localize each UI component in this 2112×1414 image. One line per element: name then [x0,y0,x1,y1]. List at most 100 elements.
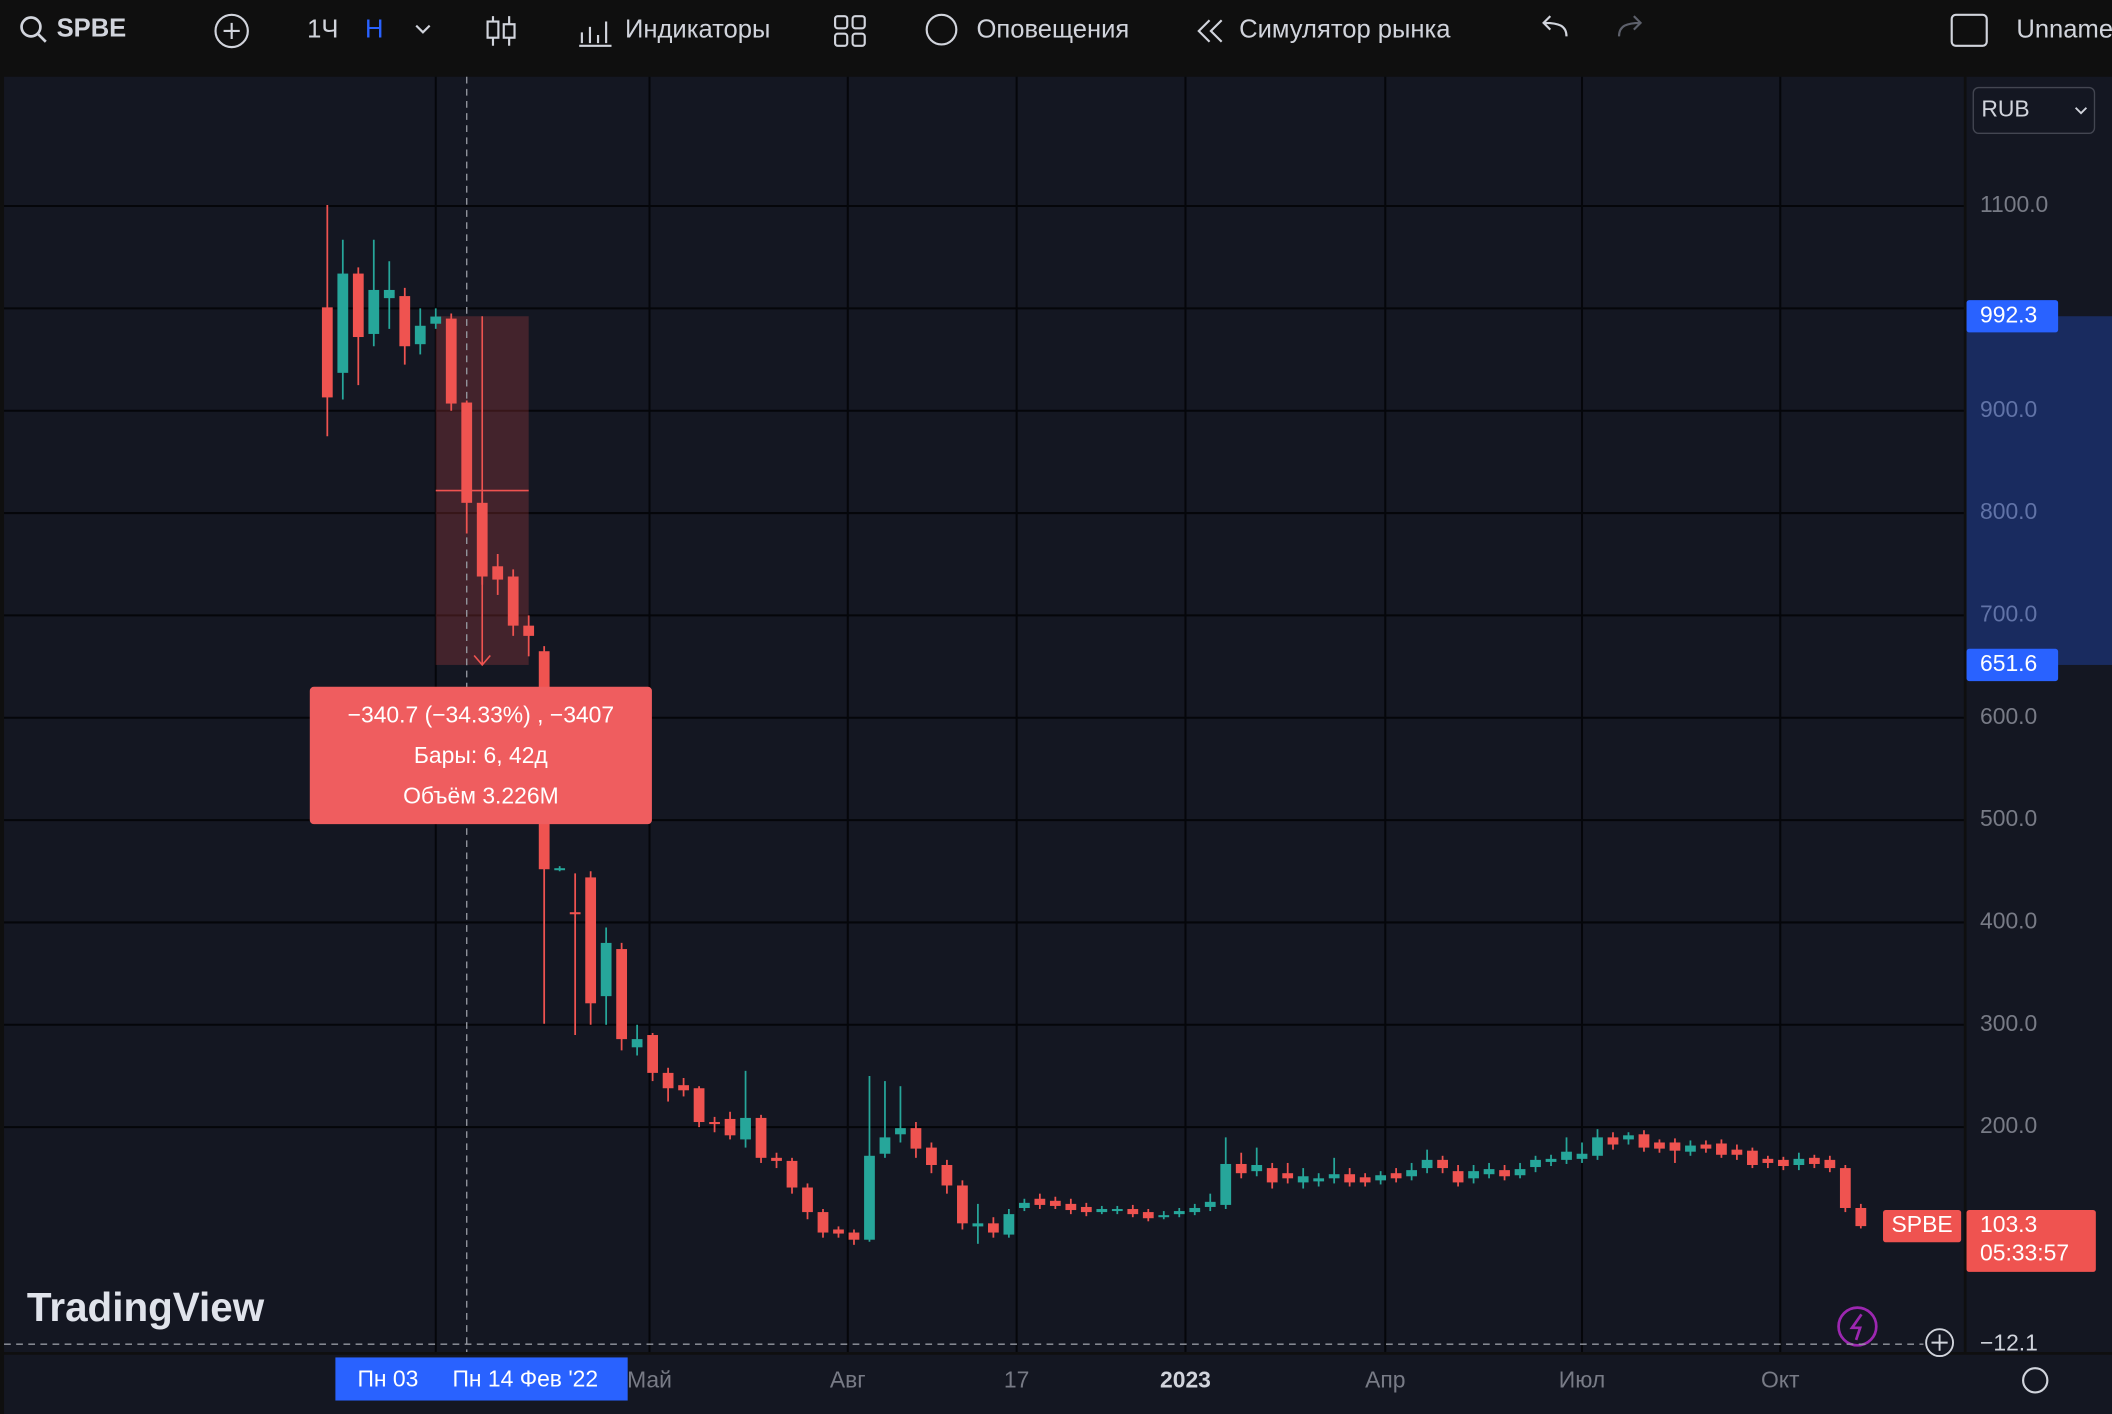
interval[interactable]: 1Ч [307,16,338,44]
interval-alt[interactable]: Н [365,16,383,44]
candle-body [1421,1159,1433,1169]
candle-body [1127,1209,1139,1215]
candle-body [1483,1169,1495,1175]
candle-body [817,1212,829,1233]
crosshair-time: Пн 14 Фев '22 [452,1365,598,1391]
candle-body [1096,1209,1108,1213]
candle-body [771,1157,782,1161]
x-tick-label: Июл [1559,1367,1605,1393]
candles-icon [486,20,500,39]
measure-text: Бары: 6, 42д [414,742,548,768]
candle-body [1437,1159,1448,1169]
interval-menu[interactable] [415,24,431,34]
candle-body [1344,1174,1356,1183]
time-range-bg [335,1357,628,1401]
add-icon [223,22,240,40]
candle-body [941,1165,953,1186]
price-label: 651.6 [1980,650,2037,676]
candle-body [1623,1135,1634,1140]
candle-body [1328,1174,1340,1179]
candle-body [895,1128,906,1135]
y-tick-label: 700.0 [1980,600,2037,626]
x-tick-label: Окт [1761,1367,1800,1393]
y-tick-label: 1100.0 [1980,191,2048,217]
watermark: TradingView [27,1284,265,1330]
replay-icon [1197,19,1223,43]
candle-body [833,1229,844,1234]
candle-body [1266,1168,1278,1183]
candle-body [879,1137,891,1154]
undo[interactable] [1542,15,1568,37]
candle-body [848,1232,860,1240]
redo[interactable] [1617,15,1643,37]
candle-body [1158,1215,1170,1218]
toolbar: SPBE 1Ч Н Индикаторы Оповещения Симулято… [20,13,2112,49]
candle-body [1685,1145,1696,1152]
countdown: 05:33:57 [1980,1239,2069,1265]
candle-body [926,1147,937,1166]
candle-body [414,325,426,345]
x-tick-label: Апр [1365,1367,1405,1393]
candle-body [1545,1158,1557,1162]
lightning-icon[interactable] [1837,1306,1878,1347]
y-tick-label: 900.0 [1980,396,2037,422]
candle-body [724,1118,736,1136]
y-tick-label: 600.0 [1980,703,2037,729]
y-tick-label: 500.0 [1980,805,2037,831]
candle-body [755,1117,767,1158]
candle-body [1173,1211,1185,1215]
add-button [1931,1334,1948,1351]
candle-body [616,949,628,1040]
currency[interactable]: RUB [1981,95,2029,121]
candle-body [461,402,473,503]
candle-body [1793,1158,1805,1166]
replay[interactable]: Симулятор рынка [1239,16,1451,44]
candle-body [1313,1178,1325,1182]
candle-body [399,296,411,347]
alerts[interactable]: Оповещения [977,16,1130,44]
candle-body [1049,1200,1061,1206]
candle-body [1777,1159,1789,1167]
currency-menu [2074,107,2088,115]
candle-body [1297,1176,1309,1183]
indicators[interactable]: Индикаторы [625,16,770,44]
currency-select[interactable] [1972,86,2096,134]
search-icon[interactable] [20,16,42,38]
x-tick-label: Май [627,1367,672,1393]
candle-body [1808,1157,1820,1164]
candle-body [678,1085,689,1091]
layout-name[interactable]: Unnamed [2016,16,2112,44]
candle-body [1003,1214,1015,1235]
candle-body [430,316,442,324]
candle-body [647,1035,658,1073]
candle-body [802,1187,813,1213]
templates-icon[interactable] [834,15,866,47]
candle-body [1654,1142,1665,1149]
candle-body [1235,1163,1247,1174]
candle-body [972,1223,984,1227]
symbol[interactable]: SPBE [57,14,127,42]
candle-body [492,566,504,580]
last-symbol-bg [1883,1209,1962,1243]
add-symbol[interactable] [214,13,249,49]
measure-tooltip [309,686,652,825]
layout-icon[interactable] [1950,13,1988,47]
candle-body [1592,1137,1603,1156]
candle-body [1731,1149,1743,1155]
measure-text: −340.7 (−34.33%) , −3407 [348,701,614,727]
settings[interactable] [2022,1367,2049,1394]
candle-body [1406,1170,1418,1177]
candle-body [507,576,519,626]
crosshair-price: −12.1 [1980,1329,2038,1355]
candle-body [1468,1171,1479,1179]
price-label-bg [1966,300,2059,333]
candle-body [1359,1177,1371,1183]
candle-body [1839,1168,1851,1208]
range-start-label: Пн 03 [357,1365,418,1391]
candle-body [476,502,488,577]
alerts-icon [925,13,958,46]
candle-body [693,1088,705,1123]
candle-body [445,318,457,404]
